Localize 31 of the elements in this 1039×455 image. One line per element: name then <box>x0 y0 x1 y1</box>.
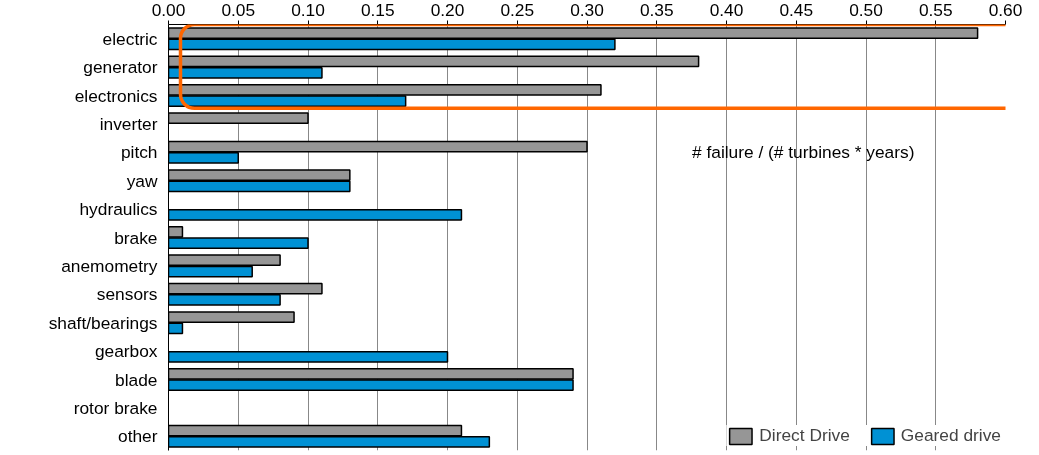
legend-label: Direct Drive <box>759 425 850 446</box>
y-tick-label: rotor brake <box>73 397 158 418</box>
y-tick-label: yaw <box>126 170 158 191</box>
y-tick-label: other <box>118 426 158 447</box>
y-tick-label: brake <box>114 227 158 248</box>
y-tick-label: electronics <box>74 85 158 106</box>
y-tick-label: inverter <box>99 113 158 134</box>
x-tick-label: 0.40 <box>709 0 744 20</box>
y-tick-label: anemometry <box>61 255 158 276</box>
x-tick-label: 0.10 <box>291 0 325 20</box>
y-tick-label: gearbox <box>94 341 158 362</box>
x-tick-label: 0.00 <box>151 0 186 20</box>
y-tick-label: blade <box>115 369 158 390</box>
y-tick-label: hydraulics <box>79 199 158 220</box>
y-tick-label: pitch <box>120 142 158 163</box>
x-tick-label: 0.25 <box>500 0 535 20</box>
y-tick-label: generator <box>83 57 158 78</box>
x-tick-label: 0.50 <box>849 0 883 20</box>
x-tick-label: 0.45 <box>779 0 814 20</box>
y-tick-label: sensors <box>96 284 158 305</box>
x-tick-label: 0.15 <box>360 0 395 20</box>
x-tick-label: 0.60 <box>988 0 1023 20</box>
legend-label: Geared drive <box>900 425 1001 446</box>
y-tick-label: electric <box>102 28 158 49</box>
annotation: # failure / (# turbines * years) <box>691 142 915 163</box>
x-tick-label: 0.55 <box>918 0 953 20</box>
x-tick-label: 0.30 <box>570 0 604 20</box>
y-tick-label: shaft/bearings <box>48 312 158 333</box>
x-tick-label: 0.20 <box>430 0 465 20</box>
x-tick-label: 0.05 <box>221 0 256 20</box>
x-tick-label: 0.35 <box>639 0 674 20</box>
